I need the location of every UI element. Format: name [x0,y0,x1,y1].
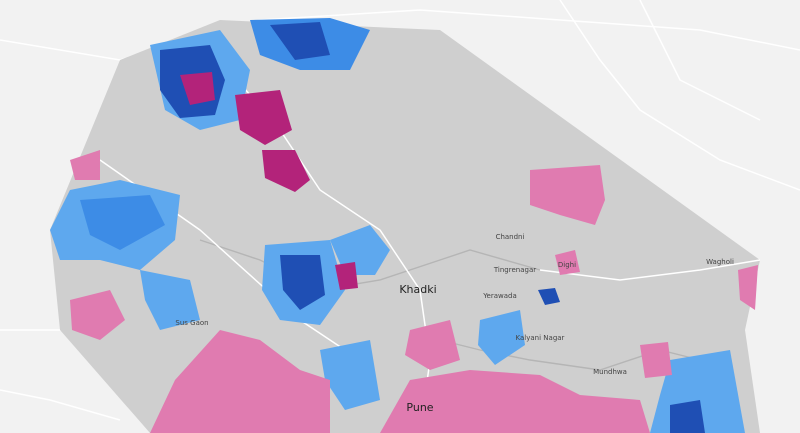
coverage-hull [50,20,760,433]
place-label: Mundhwa [593,368,627,376]
place-label: Sus Gaon [175,319,208,327]
place-labels: Pune Khadki Sus Gaon Wagholi Yerawada Ti… [175,233,734,414]
blue-zones [50,18,745,433]
place-label: Pune [406,401,433,414]
place-label: Chandni [496,233,525,241]
place-label: Dighi [558,261,576,269]
place-label: Yerawada [482,292,517,300]
place-label: Tingrenagar [493,266,536,274]
place-label: Khadki [399,283,436,296]
pink-zones [70,72,758,433]
place-label: Wagholi [706,258,734,266]
place-label: Kalyani Nagar [516,334,565,342]
